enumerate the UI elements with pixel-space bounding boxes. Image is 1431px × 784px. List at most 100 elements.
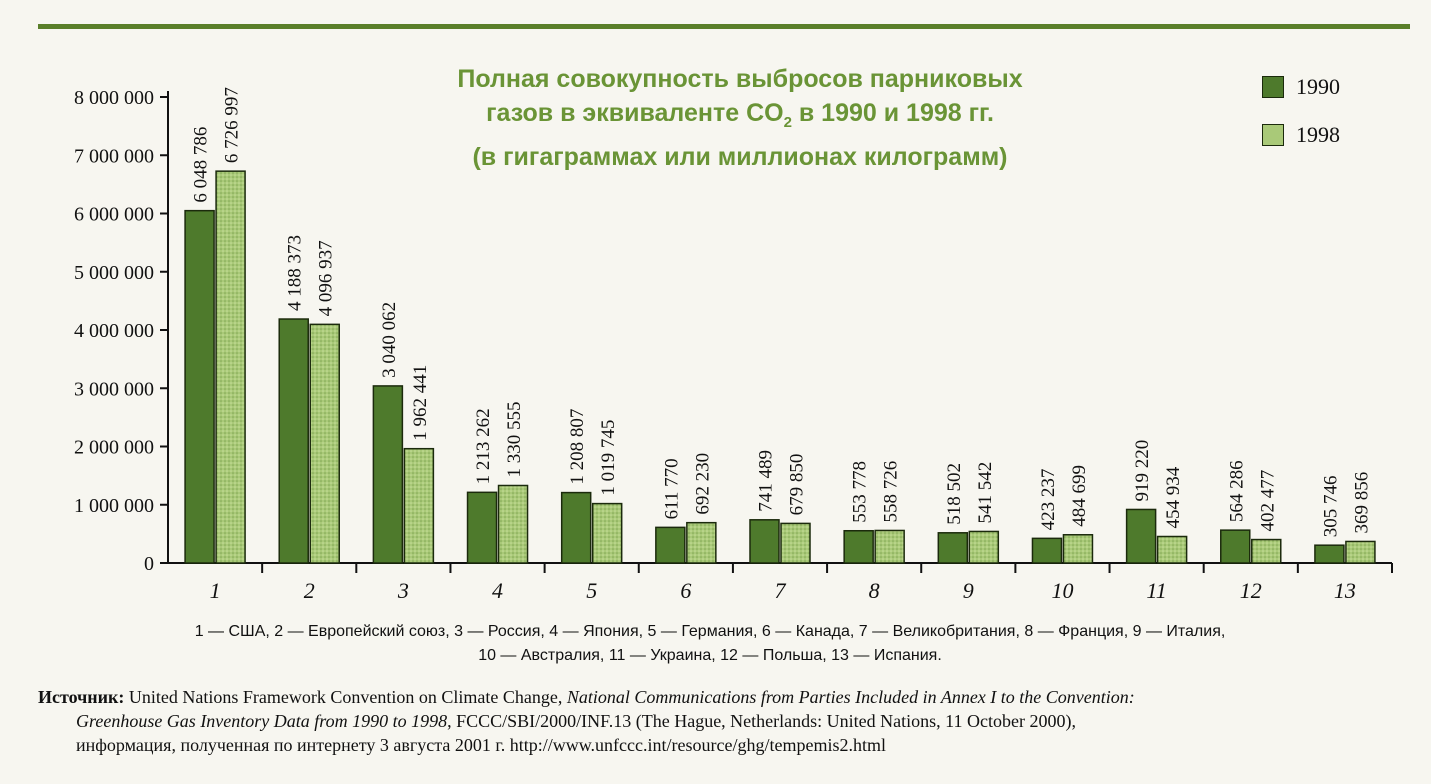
legend-label-1990: 1990 [1296, 74, 1340, 99]
x-tick-label: 3 [397, 578, 409, 603]
data-label-1998-8: 558 726 [881, 461, 902, 523]
source-part-2: , FCCC/SBI/2000/INF.13 (The Hague, Nethe… [447, 711, 1076, 731]
bar-1990-8 [843, 529, 874, 564]
bar-1998-10 [1062, 534, 1094, 564]
data-label-1990-9: 518 502 [944, 463, 965, 525]
bar-1998-11 [1156, 535, 1188, 564]
legend-label-1998: 1998 [1296, 122, 1340, 147]
legend-item-1990: 1990 [1262, 72, 1340, 102]
y-tick-label: 2 000 000 [74, 437, 154, 459]
y-tick-label: 6 000 000 [74, 204, 154, 226]
data-label-1998-2: 4 096 937 [316, 240, 337, 316]
data-label-1990-6: 611 770 [661, 458, 682, 519]
x-tick-label: 12 [1240, 578, 1262, 603]
x-tick-label: 10 [1051, 578, 1073, 603]
x-tick-label: 13 [1334, 578, 1356, 603]
bar-1990-7 [749, 519, 780, 564]
bar-1998-4 [497, 484, 529, 564]
caption: 1 — США, 2 — Европейский союз, 3 — Росси… [40, 620, 1380, 668]
data-label-1998-12: 402 477 [1257, 470, 1278, 532]
bar-1998-8 [874, 529, 905, 564]
caption-line-2: 10 — Австралия, 11 — Украина, 12 — Польш… [478, 647, 942, 664]
data-label-1998-11: 454 934 [1163, 466, 1184, 528]
bar-1990-4 [466, 491, 498, 564]
chart-title: Полная совокупность выбросов парниковых … [370, 62, 1110, 174]
y-tick-label: 1 000 000 [74, 495, 154, 517]
data-label-1990-13: 305 746 [1320, 475, 1341, 537]
data-label-1990-2: 4 188 373 [285, 235, 306, 311]
bar-1998-12 [1251, 538, 1282, 564]
bar-1990-5 [560, 491, 592, 564]
source-line-1: Источник: United Nations Framework Conve… [38, 685, 1410, 709]
data-label-1998-13: 369 856 [1351, 472, 1372, 534]
data-label-1990-4: 1 213 262 [473, 408, 494, 484]
data-label-1998-3: 1 962 441 [410, 365, 431, 441]
data-label-1998-5: 1 019 745 [598, 420, 619, 496]
chart-plot: 0 1 000 000 2 000 000 3 000 000 4 000 000 5 0… [74, 87, 1393, 603]
x-tick-label: 1 [210, 578, 221, 603]
legend-item-1998: 1998 [1262, 120, 1340, 150]
y-tick-label: 5 000 000 [74, 262, 154, 284]
bar-1990-6 [655, 526, 686, 564]
bar-1990-1 [184, 209, 215, 564]
data-label-1990-1: 6 048 786 [191, 127, 212, 203]
y-tick-label: 8 000 000 [74, 87, 154, 109]
chart-title-years: в 1990 и 1998 гг. [791, 99, 994, 127]
data-label-1990-10: 423 237 [1038, 469, 1059, 531]
chart-title-line-2: газов в эквиваленте CO2 в 1990 и 1998 гг… [370, 96, 1110, 140]
bar-1990-2 [278, 318, 309, 564]
legend-swatch-1990 [1262, 76, 1284, 98]
bar-1990-10 [1031, 537, 1063, 564]
bar-1998-7 [780, 522, 811, 564]
x-tick-label: 4 [492, 578, 503, 603]
x-tick-label: 11 [1146, 578, 1166, 603]
bar-1998-3 [403, 447, 435, 564]
legend: 1990 1998 [1262, 72, 1340, 168]
top-rule [38, 24, 1410, 29]
x-tick-label: 8 [869, 578, 880, 603]
y-tick-label: 4 000 000 [74, 320, 154, 342]
bar-1998-13 [1345, 540, 1376, 564]
source-part-1: United Nations Framework Convention on C… [124, 687, 567, 707]
data-label-1998-1: 6 726 997 [222, 87, 243, 163]
data-label-1990-3: 3 040 062 [379, 302, 400, 378]
chart-title-subscript: 2 [783, 114, 792, 131]
data-label-1998-6: 692 230 [692, 453, 713, 515]
data-label-1990-5: 1 208 807 [567, 409, 588, 485]
data-label-1990-12: 564 286 [1226, 460, 1247, 522]
bar-1998-1 [215, 170, 246, 564]
data-label-1998-7: 679 850 [787, 454, 808, 516]
data-label-1990-11: 919 220 [1132, 440, 1153, 502]
x-tick-label: 6 [680, 578, 691, 603]
data-label-1990-7: 741 489 [756, 450, 777, 512]
y-tick-label: 7 000 000 [74, 145, 154, 167]
bar-1998-2 [309, 323, 340, 564]
caption-line-1: 1 — США, 2 — Европейский союз, 3 — Росси… [194, 623, 1226, 640]
data-label-1998-4: 1 330 555 [504, 401, 525, 477]
bar-1990-9 [937, 532, 969, 564]
y-tick-label: 0 [144, 553, 154, 575]
bar-1998-9 [968, 530, 1000, 564]
bar-1990-12 [1220, 529, 1251, 564]
bar-1990-13 [1314, 544, 1345, 564]
legend-swatch-1998 [1262, 124, 1284, 146]
source-line-2: Greenhouse Gas Inventory Data from 1990 … [38, 709, 1410, 733]
source-label: Источник: [38, 687, 125, 707]
bar-1998-6 [686, 521, 717, 564]
source-italic-1: National Communications from Parties Inc… [566, 687, 1135, 707]
x-tick-label: 7 [775, 578, 787, 603]
bar-1990-11 [1125, 508, 1157, 564]
x-tick-label: 9 [963, 578, 974, 603]
chart-title-line-1: Полная совокупность выбросов парниковых [457, 65, 1023, 93]
x-tick-label: 5 [586, 578, 597, 603]
data-label-1998-10: 484 699 [1069, 465, 1090, 527]
source-line-3: информация, полученная по интернету 3 ав… [76, 735, 886, 755]
source-italic-2: Greenhouse Gas Inventory Data from 1990 … [76, 711, 448, 731]
bar-1998-5 [591, 502, 623, 564]
y-tick-label: 3 000 000 [74, 378, 154, 400]
data-label-1998-9: 541 542 [975, 462, 996, 524]
x-tick-label: 2 [304, 578, 315, 603]
data-label-1990-8: 553 778 [850, 461, 871, 523]
chart-title-line-3: (в гигаграммах или миллионах килограмм) [472, 143, 1008, 171]
chart-title-co2: газов в эквиваленте CO [486, 99, 784, 127]
